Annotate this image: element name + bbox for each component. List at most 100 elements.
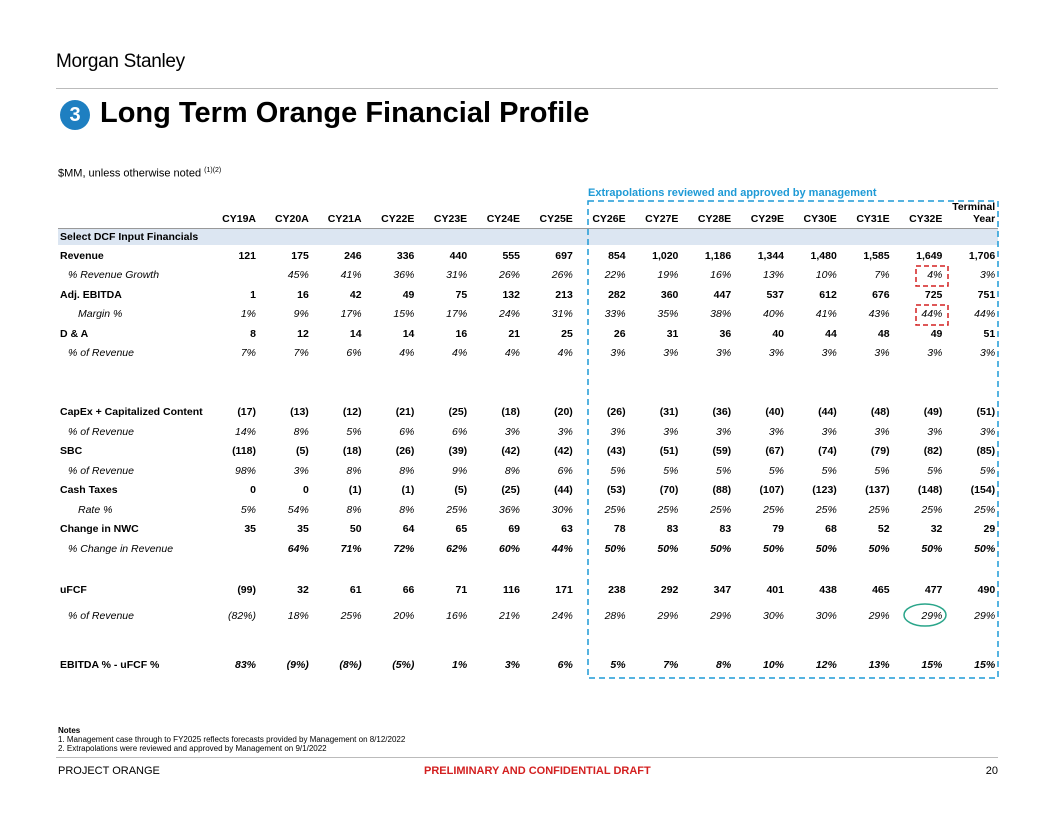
cell: 171 xyxy=(555,584,573,596)
cell: 40 xyxy=(772,328,784,340)
cell: 50% xyxy=(921,543,943,555)
cell: 31 xyxy=(666,328,679,340)
cell: 751 xyxy=(977,289,996,301)
extrapolation-box xyxy=(587,200,999,679)
cell: 465 xyxy=(872,584,890,596)
cell: 1% xyxy=(240,308,256,320)
cell: (137) xyxy=(865,484,890,496)
cell: 29 xyxy=(983,523,996,535)
cell: 30% xyxy=(815,610,837,622)
cell: (42) xyxy=(501,445,520,457)
cell: (67) xyxy=(765,445,784,457)
cell: 3% xyxy=(768,426,784,438)
cell: 8% xyxy=(346,465,362,477)
row-label: D & A xyxy=(60,328,89,340)
cell: 78 xyxy=(613,523,626,535)
column-header: CY28E xyxy=(697,213,732,225)
cell: (154) xyxy=(970,484,996,496)
cell: 43% xyxy=(868,308,890,320)
cell: 3% xyxy=(716,347,732,359)
cell: (44) xyxy=(818,406,837,418)
row-label: SBC xyxy=(60,445,83,457)
column-header: CY25E xyxy=(539,213,573,225)
footnote-ref: (1)(2) xyxy=(204,167,222,174)
cell: 8% xyxy=(346,504,362,516)
cell: 25% xyxy=(815,504,837,516)
cell: 725 xyxy=(924,289,943,301)
cell: 14 xyxy=(402,328,415,340)
cell: 36 xyxy=(719,328,732,340)
highlight-box xyxy=(915,265,949,287)
cell: 477 xyxy=(924,584,943,596)
cell: 336 xyxy=(396,250,415,262)
cell: (74) xyxy=(818,445,837,457)
cell: 1,344 xyxy=(757,250,784,262)
notes-heading: Notes xyxy=(58,726,81,735)
cell: 64 xyxy=(402,523,415,535)
cell: 7% xyxy=(293,347,309,359)
row-label: Margin % xyxy=(78,308,123,320)
cell: 5% xyxy=(768,465,784,477)
cell: 20% xyxy=(393,610,415,622)
cell: 3% xyxy=(927,426,943,438)
cell: 1 xyxy=(250,289,256,301)
cell: 490 xyxy=(977,584,996,596)
cell: 25% xyxy=(710,504,732,516)
cell: 1,186 xyxy=(704,250,732,262)
cell: 5% xyxy=(610,465,626,477)
cell: 66 xyxy=(402,584,415,596)
cell: 60% xyxy=(498,543,520,555)
cell: (21) xyxy=(395,406,415,418)
cell: 29% xyxy=(657,610,679,622)
cell: (51) xyxy=(976,406,996,418)
cell: (1) xyxy=(401,484,415,496)
section-header: Select DCF Input Financials xyxy=(60,231,199,243)
column-header: CY20A xyxy=(274,213,309,225)
cell: 3% xyxy=(293,465,309,477)
row-label: uFCF xyxy=(60,584,87,596)
cell: 51 xyxy=(983,328,996,340)
cell: 0 xyxy=(302,484,309,496)
cell: (49) xyxy=(923,406,943,418)
cell: 41% xyxy=(815,308,837,320)
cell: 35 xyxy=(297,523,309,535)
rule xyxy=(56,757,998,758)
cell: (51) xyxy=(659,445,679,457)
cell: 5% xyxy=(927,465,943,477)
cell: (43) xyxy=(606,445,626,457)
cell: 69 xyxy=(508,523,520,535)
row-label: % Change in Revenue xyxy=(68,543,174,555)
cell: 32 xyxy=(297,584,309,596)
cell: 360 xyxy=(660,289,679,301)
cell: (13) xyxy=(290,406,309,418)
cell: 3% xyxy=(980,347,996,359)
highlight-circle xyxy=(903,603,947,627)
cell: 50% xyxy=(762,543,784,555)
cell: 75 xyxy=(455,289,468,301)
cell: 83 xyxy=(719,523,732,535)
cell: 26% xyxy=(498,269,520,281)
cell: 28% xyxy=(604,610,626,622)
cell: (25) xyxy=(501,484,520,496)
cell: 79 xyxy=(772,523,784,535)
column-header: CY19A xyxy=(222,213,256,225)
cell: 36% xyxy=(498,504,520,516)
cell: 26 xyxy=(613,328,626,340)
cell: 3% xyxy=(874,426,890,438)
cell: 25% xyxy=(657,504,679,516)
cell: (53) xyxy=(606,484,626,496)
cell: 83% xyxy=(234,659,256,671)
cell: (107) xyxy=(759,484,784,496)
column-header: CY32E xyxy=(909,213,943,225)
cell: 65 xyxy=(455,523,468,535)
cell: 121 xyxy=(238,250,256,262)
subtitle-wrap: $MM, unless otherwise noted (1)(2) xyxy=(58,167,221,180)
row-label: % of Revenue xyxy=(68,347,134,359)
cell: 71 xyxy=(455,584,468,596)
cell: 16% xyxy=(446,610,468,622)
cell: 5% xyxy=(610,659,626,671)
brand: Morgan Stanley xyxy=(56,51,185,72)
cell: 5% xyxy=(663,465,679,477)
cell: 25 xyxy=(561,328,573,340)
cell: 10% xyxy=(762,659,784,671)
